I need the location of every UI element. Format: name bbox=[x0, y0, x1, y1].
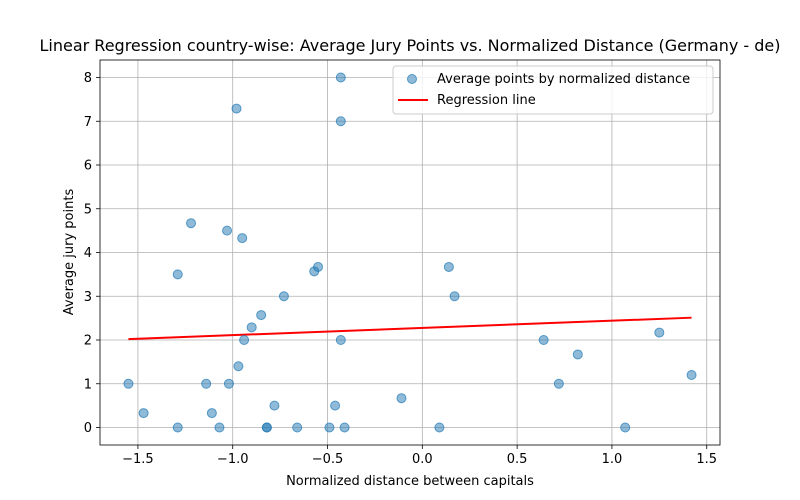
scatter-point bbox=[172, 269, 183, 280]
scatter-point bbox=[686, 370, 697, 380]
legend-marker-scatter bbox=[407, 74, 417, 84]
y-tick-label: 7 bbox=[84, 115, 92, 130]
scatter-point bbox=[553, 378, 564, 389]
scatter-point bbox=[138, 408, 149, 419]
x-tick-label: −1.5 bbox=[122, 452, 154, 467]
y-tick-label: 6 bbox=[84, 159, 92, 174]
scatter-point bbox=[246, 322, 257, 333]
y-axis-label: Average jury points bbox=[62, 189, 77, 316]
line-layer bbox=[128, 316, 692, 341]
scatter-point bbox=[339, 422, 350, 433]
scatter-point bbox=[434, 422, 445, 433]
x-tick-label: 0.5 bbox=[507, 452, 528, 467]
scatter-point bbox=[654, 327, 665, 338]
x-tick-label: −1.0 bbox=[217, 452, 249, 467]
regression-line bbox=[128, 316, 692, 341]
scatter-point bbox=[443, 261, 454, 272]
scatter-point bbox=[239, 335, 250, 345]
legend-label-scatter: Average points by normalized distance bbox=[437, 72, 690, 87]
scatter-point bbox=[313, 261, 324, 272]
scatter-point bbox=[572, 349, 583, 360]
scatter-point bbox=[335, 335, 346, 345]
tick-layer: −1.5 −1.0 −0.5 0.0 0.5 1.0 1.5 0 1 2 3 4 5 6 7 8 bbox=[84, 71, 717, 467]
scatter-point bbox=[269, 400, 280, 411]
scatter-point bbox=[256, 310, 267, 321]
scatter-point bbox=[172, 422, 183, 433]
x-tick-label: 1.0 bbox=[602, 452, 623, 467]
legend-label-line: Regression line bbox=[437, 93, 536, 108]
scatter-point bbox=[186, 218, 197, 229]
points-layer bbox=[123, 72, 697, 433]
scatter-point bbox=[278, 291, 289, 302]
scatter-point bbox=[231, 103, 242, 114]
scatter-point bbox=[123, 378, 134, 389]
x-tick-label: 1.5 bbox=[696, 452, 717, 467]
y-tick-label: 0 bbox=[84, 421, 92, 436]
scatter-point bbox=[206, 408, 217, 419]
scatter-point bbox=[538, 335, 549, 345]
scatter-point bbox=[214, 422, 225, 433]
scatter-point bbox=[324, 422, 335, 433]
y-tick-label: 1 bbox=[84, 377, 92, 392]
x-tick-label: −0.5 bbox=[312, 452, 344, 467]
scatter-point bbox=[233, 361, 244, 372]
scatter-point bbox=[222, 225, 233, 236]
y-tick-label: 8 bbox=[84, 71, 92, 86]
scatter-point bbox=[201, 378, 212, 389]
scatter-point bbox=[330, 400, 341, 411]
legend-box bbox=[392, 65, 714, 115]
scatter-point bbox=[261, 422, 272, 433]
scatter-point bbox=[449, 291, 460, 302]
legend: Average points by normalized distance Re… bbox=[392, 65, 714, 115]
grid-layer bbox=[100, 60, 720, 445]
y-tick-label: 5 bbox=[84, 202, 92, 217]
x-tick-label: 0.0 bbox=[412, 452, 433, 467]
scatter-point bbox=[335, 116, 346, 127]
scatter-point bbox=[335, 72, 346, 83]
y-tick-label: 3 bbox=[84, 290, 92, 305]
scatter-point bbox=[396, 393, 407, 404]
chart-title: Linear Regression country-wise: Average … bbox=[39, 36, 780, 55]
scatter-point bbox=[223, 378, 234, 389]
y-tick-label: 4 bbox=[84, 246, 92, 261]
scatter-point bbox=[292, 422, 303, 433]
scatter-point bbox=[620, 422, 631, 433]
y-tick-label: 2 bbox=[84, 334, 92, 349]
scatter-point bbox=[237, 233, 248, 244]
x-axis-label: Normalized distance between capitals bbox=[286, 474, 534, 489]
